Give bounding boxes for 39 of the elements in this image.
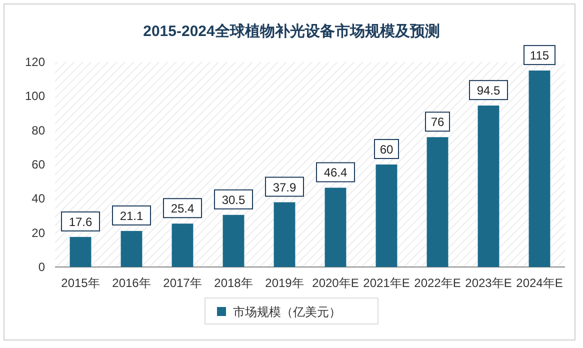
data-label: 17.6 [68, 214, 92, 229]
bar [528, 70, 550, 267]
bar [222, 214, 244, 267]
bar [120, 230, 142, 267]
x-tick-label: 2017年 [163, 276, 202, 290]
y-tick-label: 60 [32, 158, 46, 172]
y-tick-label: 100 [24, 89, 46, 104]
bar [426, 137, 448, 267]
x-tick-label: 2024年E [516, 276, 563, 290]
bar [70, 236, 92, 267]
y-tick-label: 20 [32, 226, 46, 240]
data-label: 21.1 [120, 208, 144, 223]
title: 2015-2024全球植物补光设备市场规模及预测 [143, 23, 440, 40]
legend-label: 市场规模（亿美元） [233, 305, 341, 319]
data-label: 60 [380, 142, 394, 156]
x-tick-label: 2023年E [465, 276, 512, 290]
data-label: 25.4 [170, 202, 194, 216]
x-tick-label: 2018年 [214, 276, 253, 290]
data-label: 115 [530, 48, 550, 63]
x-tick-label: 2020年E [312, 276, 359, 290]
bar [324, 188, 346, 267]
bar [376, 164, 398, 267]
data-label: 94.5 [476, 84, 500, 98]
bar [274, 202, 296, 267]
x-tick-label: 2022年E [414, 276, 461, 290]
data-label: 37.9 [272, 180, 296, 194]
data-label: 76 [430, 115, 444, 130]
data-label: 46.4 [324, 166, 348, 180]
y-tick-label: 40 [32, 192, 46, 206]
x-tick-label: 2021年E [363, 276, 410, 290]
x-tick-label: 2019年 [265, 276, 304, 290]
y-tick-label: 120 [24, 55, 46, 69]
bar [172, 224, 194, 267]
bar [478, 106, 500, 267]
x-tick-label: 2015年 [61, 276, 100, 290]
data-label: 30.5 [222, 192, 246, 207]
y-tick-label: 0 [38, 260, 46, 274]
y-tick-label: 80 [32, 123, 46, 138]
x-tick-label: 2016年 [112, 276, 151, 290]
